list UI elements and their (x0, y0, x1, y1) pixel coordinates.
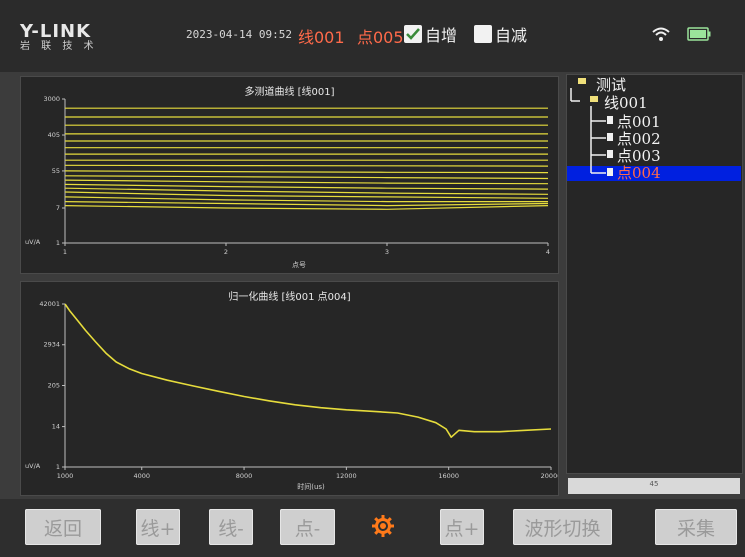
gear-icon[interactable] (371, 514, 395, 538)
tree-point-item[interactable]: 点002 (617, 130, 661, 148)
x-tick-label: 1 (63, 248, 67, 256)
y-axis-label: uV/A (25, 238, 41, 246)
wifi-icon (652, 27, 670, 41)
tree-line-item[interactable]: 线001 (604, 94, 648, 112)
tree-connector-lines (570, 78, 613, 176)
x-tick-label: 20000 (541, 472, 558, 480)
x-tick-label: 2 (224, 248, 228, 256)
datetime: 2023-04-14 09:52 (186, 28, 292, 41)
file-icon (607, 150, 613, 158)
series-line (64, 179, 549, 185)
normalized-chart-title: 归一化曲线 [线001 点004] (228, 292, 351, 303)
line-plus-button[interactable]: 线+ (136, 509, 180, 545)
y-axis-label: uV/A (25, 462, 41, 470)
y-tick-label: 405 (48, 131, 60, 139)
file-icon (607, 168, 613, 176)
file-icon (607, 116, 613, 124)
auto-decrement-checkbox[interactable]: 自减 (474, 24, 528, 45)
collect-button[interactable]: 采集 (655, 509, 737, 545)
series-line (64, 175, 549, 180)
series-line (64, 170, 549, 174)
point-minus-button[interactable]: 点- (280, 509, 335, 545)
series-line (64, 191, 549, 199)
switch-waveform-button[interactable]: 波形切换 (513, 509, 612, 545)
logo-sub: 岩 联 技 术 (20, 41, 98, 52)
x-tick-label: 4000 (133, 472, 150, 480)
multichannel-chart: 3000 405 55 7 1 1 2 3 4 uV/A 点号 (25, 95, 550, 269)
auto-increment-label: 自增 (425, 26, 458, 45)
current-point: 点005 (357, 28, 404, 47)
multichannel-chart-panel: 多测道曲线 [线001] 3000 405 55 7 1 1 2 3 4 uV/A 点号 (20, 76, 559, 274)
y-tick-label: 1 (56, 463, 60, 471)
multichannel-chart-title: 多测道曲线 [线001] (244, 87, 335, 98)
normalized-chart: 42001 2934 205 14 1 1000 4000 8000 12000 16000 20… (25, 300, 558, 491)
series-line (64, 196, 548, 203)
x-tick-label: 16000 (438, 472, 459, 480)
tree-point-item-selected[interactable]: 点004 (617, 164, 661, 182)
back-button[interactable]: 返回 (25, 509, 101, 545)
checkbox-box[interactable] (474, 25, 492, 43)
logo: Y-LINK 岩 联 技 术 (20, 21, 98, 53)
x-tick-label: 4 (546, 248, 550, 256)
auto-decrement-label: 自减 (495, 26, 528, 45)
scrollbar-label: 45 (649, 480, 659, 488)
normalized-chart-panel: 归一化曲线 [线001 点004] 42001 2934 205 14 1 1000 40… (20, 281, 559, 496)
bottom-toolbar (0, 499, 745, 557)
x-axis-label: 时间(us) (297, 482, 325, 491)
file-tree-panel (566, 74, 743, 474)
x-tick-label: 3 (385, 248, 389, 256)
y-tick-label: 2934 (43, 341, 60, 349)
top-bar (0, 0, 745, 72)
series-line (64, 201, 549, 207)
y-tick-label: 3000 (43, 95, 60, 103)
x-tick-label: 8000 (236, 472, 253, 480)
point-plus-button[interactable]: 点+ (440, 509, 484, 545)
status-icons (651, 26, 711, 42)
tree-point-item[interactable]: 点003 (617, 147, 661, 165)
x-tick-label: 1000 (57, 472, 74, 480)
checkbox-box[interactable] (404, 25, 422, 43)
series-line (64, 187, 549, 195)
current-line: 线001 (298, 28, 345, 47)
folder-icon (590, 96, 598, 102)
line-minus-button[interactable]: 线- (209, 509, 253, 545)
folder-icon (578, 78, 586, 84)
x-tick-label: 12000 (336, 472, 357, 480)
y-tick-label: 7 (56, 204, 60, 212)
auto-increment-checkbox[interactable]: 自增 (404, 24, 458, 45)
series-line (64, 164, 549, 167)
series-line (64, 303, 552, 438)
y-tick-label: 1 (56, 239, 60, 247)
tree-scrollbar[interactable]: 45 (568, 478, 740, 494)
y-tick-label: 14 (52, 423, 60, 431)
series-line (64, 183, 549, 190)
logo-main: Y-LINK (20, 21, 92, 42)
series-line (64, 205, 549, 210)
battery-icon (687, 27, 711, 41)
tree-root-item[interactable]: 测试 (596, 76, 627, 94)
y-tick-label: 55 (52, 167, 60, 175)
check-icon (406, 28, 420, 40)
file-icon (607, 133, 613, 141)
y-tick-label: 42001 (39, 300, 60, 308)
tree-point-item[interactable]: 点001 (617, 113, 661, 131)
x-axis-label: 点号 (292, 261, 306, 269)
y-tick-label: 205 (48, 381, 60, 389)
